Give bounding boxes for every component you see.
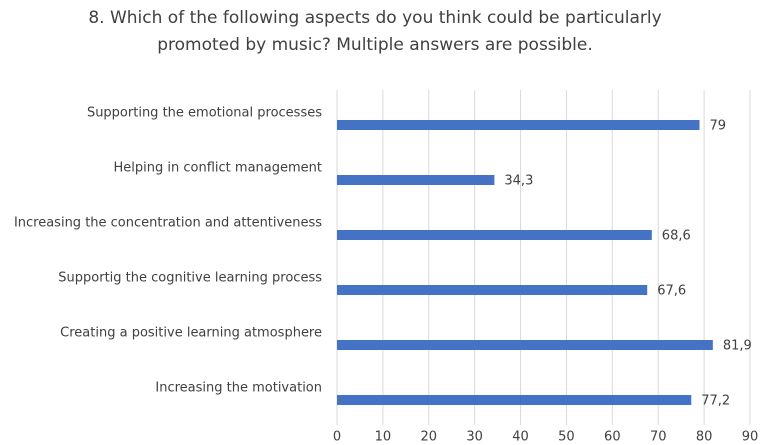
bar	[337, 120, 700, 130]
data-label: 79	[710, 119, 727, 134]
y-tick-label: Increasing the concentration and attenti…	[14, 216, 322, 231]
bar	[337, 175, 495, 185]
data-label: 68,6	[662, 229, 691, 244]
data-label: 81,9	[723, 339, 752, 354]
data-label: 77,2	[701, 394, 730, 409]
y-tick-label: Creating a positive learning atmosphere	[60, 326, 322, 341]
y-tick-label: Increasing the motivation	[155, 381, 322, 396]
x-tick-label: 80	[696, 430, 713, 445]
bar	[337, 285, 648, 295]
x-tick-label: 20	[421, 430, 438, 445]
bar	[337, 230, 652, 240]
data-label: 34,3	[504, 174, 533, 189]
x-tick-label: 60	[604, 430, 621, 445]
y-tick-label: Supportig the cognitive learning process	[58, 271, 322, 286]
x-tick-label: 70	[650, 430, 667, 445]
y-tick-label: Helping in conflict management	[114, 161, 322, 176]
x-tick-label: 40	[512, 430, 529, 445]
x-tick-label: 30	[466, 430, 483, 445]
y-tick-label: Supporting the emotional processes	[87, 106, 322, 121]
data-label: 67,6	[657, 284, 686, 299]
bar	[337, 395, 692, 405]
x-tick-label: 90	[742, 430, 759, 445]
x-tick-label: 0	[333, 430, 341, 445]
x-tick-label: 50	[558, 430, 575, 445]
chart-title: promoted by music? Multiple answers are …	[157, 35, 593, 55]
bar	[337, 340, 713, 350]
x-tick-label: 10	[375, 430, 392, 445]
chart-title: 8. Which of the following aspects do you…	[88, 8, 661, 28]
